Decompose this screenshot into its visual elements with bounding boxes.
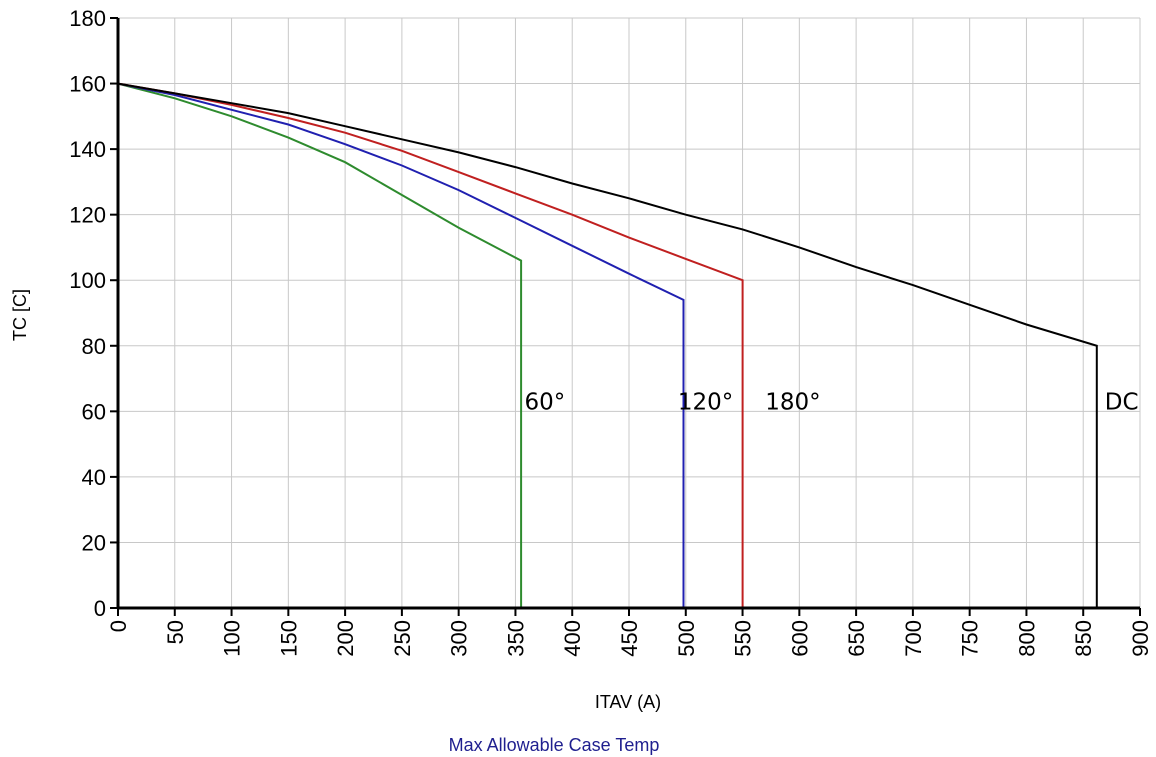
- series-annotation: 60°: [525, 390, 566, 416]
- series-line-180: [117, 82, 744, 608]
- x-tick-label: 400: [560, 620, 585, 657]
- x-tick-label: 600: [787, 620, 812, 657]
- x-tick-label: 250: [390, 620, 415, 657]
- y-tick-labels: 0 20 40 60 80 100 120 140 160 180: [69, 6, 106, 621]
- x-tick-label: 900: [1128, 620, 1153, 657]
- y-tick-label: 80: [82, 334, 106, 359]
- series-line-120: [117, 82, 685, 608]
- x-tick-label: 0: [106, 620, 131, 632]
- y-tick-label: 100: [69, 268, 106, 293]
- axes: [110, 17, 1141, 616]
- series-annotation: DC: [1105, 390, 1139, 416]
- y-tick-label: 120: [69, 203, 106, 228]
- y-tick-label: 60: [82, 399, 106, 424]
- x-tick-label: 650: [844, 620, 869, 657]
- y-tick-label: 160: [69, 72, 106, 97]
- x-tick-label: 50: [163, 620, 188, 644]
- series-lines: [117, 82, 1098, 608]
- x-tick-label: 550: [731, 620, 756, 657]
- series-annotation: 120°: [678, 390, 733, 416]
- chart-title: Max Allowable Case Temp: [449, 735, 660, 755]
- x-tick-label: 150: [276, 620, 301, 657]
- x-tick-label: 450: [617, 620, 642, 657]
- series-annotations: 60° 120° 180° DC: [525, 390, 1139, 416]
- y-tick-label: 140: [69, 137, 106, 162]
- y-tick-label: 0: [94, 596, 106, 621]
- series-line-60: [117, 82, 523, 608]
- x-tick-label: 750: [958, 620, 983, 657]
- series-annotation: 180°: [765, 390, 820, 416]
- x-tick-label: 100: [220, 620, 245, 657]
- x-tick-label: 350: [503, 620, 528, 657]
- series-line-dc: [117, 82, 1098, 608]
- x-axis-label: ITAV (A): [595, 692, 661, 712]
- y-tick-label: 40: [82, 465, 106, 490]
- x-tick-label: 200: [333, 620, 358, 657]
- x-tick-label: 850: [1071, 620, 1096, 657]
- x-tick-labels: 0 50 100 150 200 250 300 350 400 450 500 550 600 650 7…: [106, 620, 1153, 657]
- x-tick-label: 500: [674, 620, 699, 657]
- y-axis-label: TC [C]: [10, 289, 30, 341]
- x-tick-label: 300: [447, 620, 472, 657]
- y-tick-label: 180: [69, 6, 106, 31]
- grid-lines: [118, 17, 1141, 608]
- x-tick-label: 800: [1014, 620, 1039, 657]
- x-tick-label: 700: [901, 620, 926, 657]
- y-tick-label: 20: [82, 530, 106, 555]
